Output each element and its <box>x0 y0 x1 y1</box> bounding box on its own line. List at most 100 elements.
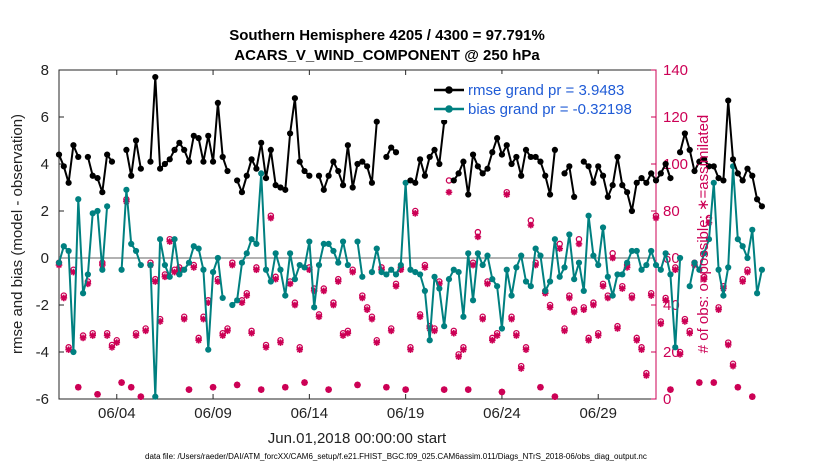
bias-point <box>282 292 289 299</box>
obs-assimilated-point <box>363 306 371 313</box>
obs-assimilated-point <box>315 313 323 321</box>
rmse-point <box>494 135 501 142</box>
obs-assimilated-point <box>411 210 419 217</box>
rmse-point <box>701 156 708 163</box>
bias-point <box>306 238 313 245</box>
rmse-point <box>508 160 515 168</box>
rmse-point <box>754 196 761 203</box>
obs-assimilated-point <box>272 275 279 283</box>
rmse-point <box>758 203 766 210</box>
rmse-point <box>209 158 217 165</box>
bias-point <box>123 186 130 193</box>
bias-point <box>229 301 236 309</box>
rmse-point <box>686 146 693 153</box>
bias-point <box>662 250 669 257</box>
bias-point <box>561 264 568 271</box>
bias-point <box>118 266 125 273</box>
obs-assimilated-point <box>599 282 607 290</box>
obs-assimilated-point <box>253 266 260 274</box>
obs-assimilated-point <box>185 386 193 393</box>
bias-point <box>522 278 530 285</box>
rmse-point <box>551 146 558 153</box>
rmse-point <box>421 172 429 179</box>
rmse-point <box>725 97 732 104</box>
rmse-point <box>339 182 347 189</box>
rmse-point <box>628 207 636 215</box>
obs-assimilated-point <box>594 332 602 339</box>
obs-assimilated-point <box>359 294 366 302</box>
bias-point <box>739 243 746 250</box>
bias-point <box>710 179 717 186</box>
obs-assimilated-point <box>281 383 289 391</box>
bias-point <box>378 269 385 276</box>
rmse-point <box>729 156 737 163</box>
obs-assimilated-point <box>142 327 149 335</box>
obs-assimilated-point <box>166 238 174 245</box>
obs-assimilated-point <box>344 329 352 337</box>
rmse-point <box>657 170 664 177</box>
bias-point <box>132 247 140 255</box>
bias-point <box>426 337 433 344</box>
obs-assimilated-point <box>696 379 703 386</box>
rmse-point <box>479 170 486 177</box>
obs-assimilated-point <box>575 240 583 248</box>
bias-point <box>161 261 169 269</box>
bias-point <box>291 276 299 283</box>
obs-assimilated-point <box>460 346 467 353</box>
rmse-line-segment <box>236 97 311 194</box>
obs-assimilated-point <box>301 379 308 386</box>
bias-point <box>392 271 400 278</box>
bias-point <box>571 276 578 283</box>
bias-point <box>758 266 766 273</box>
rmse-point <box>152 73 159 81</box>
y-right-tick-label: 140 <box>663 62 688 79</box>
bias-point <box>286 250 294 257</box>
rmse-point <box>542 172 549 179</box>
obs-assimilated-point <box>566 294 573 302</box>
bias-point <box>416 271 424 278</box>
y-left-tick-label: 4 <box>41 156 49 173</box>
rmse-point <box>436 160 443 168</box>
bias-point <box>551 236 558 243</box>
obs-assimilated-point <box>556 245 564 252</box>
obs-assimilated-point <box>537 383 544 391</box>
rmse-point <box>739 177 746 184</box>
obs-assimilated-point <box>108 344 116 351</box>
obs-assimilated-point <box>118 379 125 386</box>
rmse-line-segment <box>452 137 556 196</box>
y-left-tick-label: 6 <box>41 109 49 126</box>
rmse-point <box>205 132 212 139</box>
bias-point <box>55 259 63 266</box>
obs-assimilated-point <box>489 336 496 344</box>
rmse-point <box>624 189 631 196</box>
rmse-point <box>157 165 164 172</box>
obs-assimilated-point <box>676 351 684 358</box>
rmse-point <box>571 193 578 200</box>
bias-point <box>754 290 761 297</box>
obs-assimilated-point <box>686 329 694 337</box>
obs-assimilated-point <box>291 301 299 309</box>
x-tick-label: 06/14 <box>291 405 329 422</box>
rmse-point <box>691 167 698 175</box>
obs-assimilated-point <box>469 261 477 269</box>
rmse-point <box>474 163 481 170</box>
rmse-point <box>614 153 621 161</box>
rmse-point <box>441 118 448 125</box>
y-left-tick-label: 0 <box>41 250 49 267</box>
bias-line-segment <box>149 238 224 398</box>
obs-assimilated-point <box>590 301 597 309</box>
obs-assimilated-point <box>334 278 342 285</box>
rmse-point <box>546 191 554 198</box>
obs-assimilated-point <box>551 393 559 400</box>
obs-assimilated-point <box>330 301 337 309</box>
bias-point <box>383 271 390 278</box>
bias-point <box>445 276 453 283</box>
bias-point <box>633 247 640 255</box>
rmse-point <box>84 153 91 161</box>
bias-point <box>248 236 255 243</box>
bias-point <box>359 273 366 280</box>
obs-assimilated-point <box>387 327 395 335</box>
obs-assimilated-point <box>561 327 568 335</box>
obs-assimilated-point <box>618 285 626 292</box>
bias-point <box>368 269 376 276</box>
